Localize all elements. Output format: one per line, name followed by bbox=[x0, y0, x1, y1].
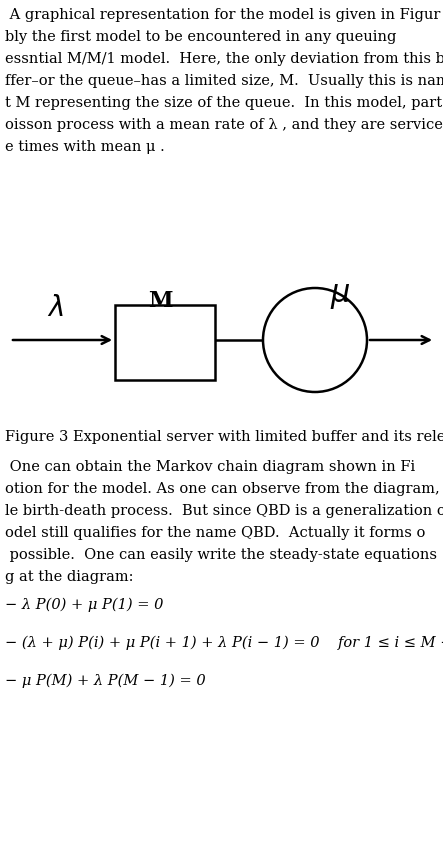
Text: − λ P(0) + μ P(1) = 0: − λ P(0) + μ P(1) = 0 bbox=[5, 598, 163, 613]
Text: odel still qualifies for the name QBD.  Actually it forms o: odel still qualifies for the name QBD. A… bbox=[5, 526, 425, 540]
Text: possible.  One can easily write the steady-state equations: possible. One can easily write the stead… bbox=[5, 548, 437, 562]
Bar bbox=[115, 305, 215, 380]
Text: − μ P(M) + λ P(M − 1) = 0: − μ P(M) + λ P(M − 1) = 0 bbox=[5, 674, 206, 689]
Text: le birth-death process.  But since QBD is a generalization of b: le birth-death process. But since QBD is… bbox=[5, 504, 443, 518]
Text: g at the diagram:: g at the diagram: bbox=[5, 570, 133, 584]
Text: e times with mean μ .: e times with mean μ . bbox=[5, 140, 165, 154]
Text: essntial M/M/1 model.  Here, the only deviation from this b: essntial M/M/1 model. Here, the only dev… bbox=[5, 52, 443, 66]
Circle shape bbox=[263, 288, 367, 392]
Text: $\mu$: $\mu$ bbox=[330, 280, 350, 311]
Text: M: M bbox=[148, 290, 172, 312]
Text: bly the first model to be encountered in any queuing: bly the first model to be encountered in… bbox=[5, 30, 396, 44]
Text: A graphical representation for the model is given in Figur: A graphical representation for the model… bbox=[5, 8, 440, 22]
Text: − (λ + μ) P(i) + μ P(i + 1) + λ P(i − 1) = 0    for 1 ≤ i ≤ M −: − (λ + μ) P(i) + μ P(i + 1) + λ P(i − 1)… bbox=[5, 636, 443, 651]
Text: One can obtain the Markov chain diagram shown in Fi: One can obtain the Markov chain diagram … bbox=[5, 460, 415, 474]
Text: ffer–or the queue–has a limited size, M.  Usually this is name: ffer–or the queue–has a limited size, M.… bbox=[5, 74, 443, 88]
Text: otion for the model. As one can observe from the diagram, thi: otion for the model. As one can observe … bbox=[5, 482, 443, 496]
Text: $\lambda$: $\lambda$ bbox=[47, 295, 63, 322]
Text: oisson process with a mean rate of λ , and they are serviced: oisson process with a mean rate of λ , a… bbox=[5, 118, 443, 132]
Text: t M representing the size of the queue.  In this model, parts a: t M representing the size of the queue. … bbox=[5, 96, 443, 110]
Text: Figure 3 Exponential server with limited buffer and its releva: Figure 3 Exponential server with limited… bbox=[5, 430, 443, 444]
